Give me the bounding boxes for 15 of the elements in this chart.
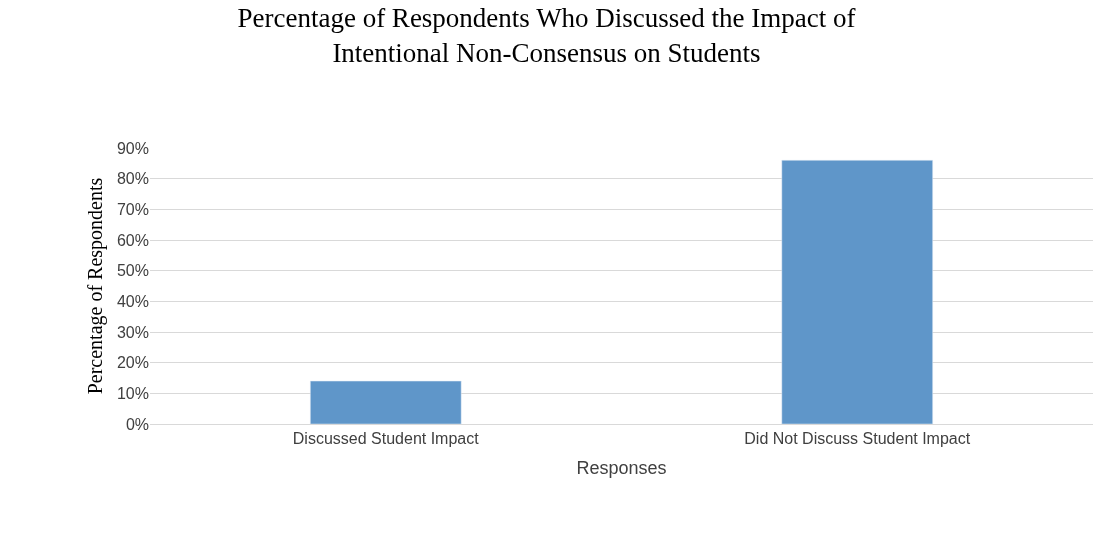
y-tick-label: 60%: [116, 231, 149, 249]
y-tick-label: 20%: [116, 354, 149, 372]
x-tick-label: Discussed Student Impact: [292, 430, 480, 448]
chart-title: Percentage of Respondents Who Discussed the Impact of Intentional Non-Consensus on Students: [237, 3, 856, 69]
x-axis-title: Responses: [576, 458, 667, 479]
y-tick-label: 0%: [125, 415, 149, 433]
y-tick-label: 30%: [116, 323, 149, 341]
x-tick-label: Did Not Discuss Student Impact: [744, 430, 971, 448]
y-axis-title: Percentage of Respondents: [84, 177, 108, 395]
y-tick-label: 10%: [116, 384, 149, 402]
y-tick-label: 50%: [116, 262, 149, 280]
y-tick-label: 80%: [116, 170, 149, 188]
y-tick-label: 90%: [116, 139, 149, 157]
y-tick-label: 70%: [116, 200, 149, 218]
y-tick-label: 40%: [116, 292, 149, 310]
